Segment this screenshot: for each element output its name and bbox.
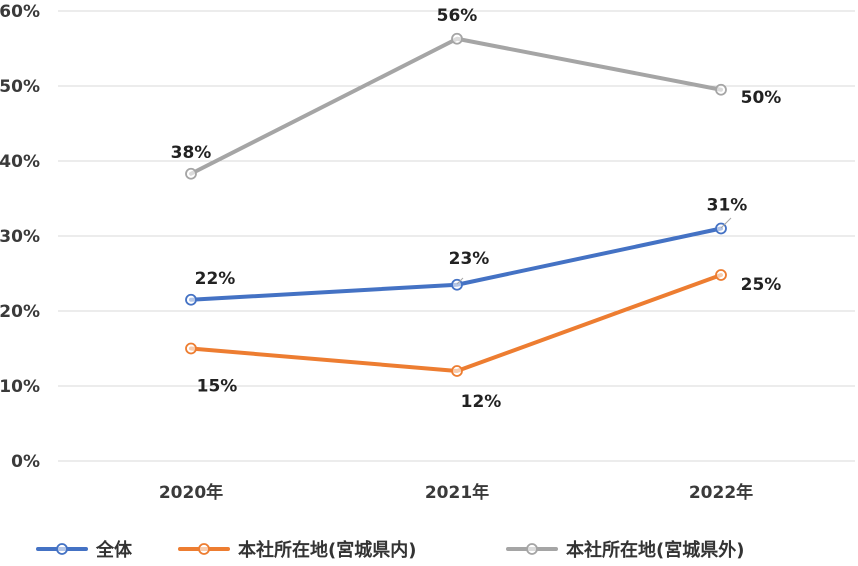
series-line xyxy=(189,36,723,176)
leader-line xyxy=(456,277,464,285)
grid-lines xyxy=(58,10,855,462)
y-tick-label: 50% xyxy=(0,77,40,97)
series-lines xyxy=(185,32,727,377)
y-tick-label: 40% xyxy=(0,152,40,172)
data-label: 50% xyxy=(741,88,782,108)
data-point xyxy=(185,342,197,355)
data-label: 38% xyxy=(171,143,212,163)
y-tick-label: 20% xyxy=(0,302,40,322)
legend-marker-icon xyxy=(56,543,68,555)
y-tick-label: 30% xyxy=(0,227,40,247)
legend-marker-icon xyxy=(198,543,210,555)
data-labels: 22% 23% 31% 15% 12% 25% 38% 56% 50% xyxy=(171,6,782,412)
x-tick-label: 2022年 xyxy=(689,482,753,503)
x-tick-label: 2021年 xyxy=(425,482,489,503)
x-tick-label: 2020年 xyxy=(159,482,223,503)
y-axis-ticks: 0% 10% 20% 30% 40% 50% 60% xyxy=(0,2,40,472)
data-label: 22% xyxy=(195,269,236,289)
data-point xyxy=(185,293,197,306)
data-point xyxy=(451,32,463,45)
data-label: 23% xyxy=(449,249,490,269)
x-axis-ticks: 2020年 2021年 2022年 xyxy=(159,482,753,503)
data-point xyxy=(715,83,727,96)
leader-line xyxy=(720,217,732,229)
data-point xyxy=(185,167,197,180)
y-tick-label: 10% xyxy=(0,377,40,397)
legend-marker-icon xyxy=(526,543,538,555)
legend-label: 全体 xyxy=(95,539,133,561)
legend-label: 本社所在地(宮城県内) xyxy=(238,539,416,561)
data-label: 15% xyxy=(197,377,238,397)
data-label: 12% xyxy=(461,392,502,412)
data-point xyxy=(451,278,463,291)
y-tick-label: 0% xyxy=(11,452,40,472)
data-label: 25% xyxy=(741,275,782,295)
data-label: 56% xyxy=(437,6,478,26)
data-point xyxy=(451,365,463,377)
data-point xyxy=(715,269,727,281)
legend-label: 本社所在地(宮城県外) xyxy=(566,539,744,561)
data-label: 31% xyxy=(707,196,748,216)
legend: 全体 本社所在地(宮城県内) 本社所在地(宮城県外) xyxy=(36,539,744,561)
y-tick-label: 60% xyxy=(0,2,40,22)
